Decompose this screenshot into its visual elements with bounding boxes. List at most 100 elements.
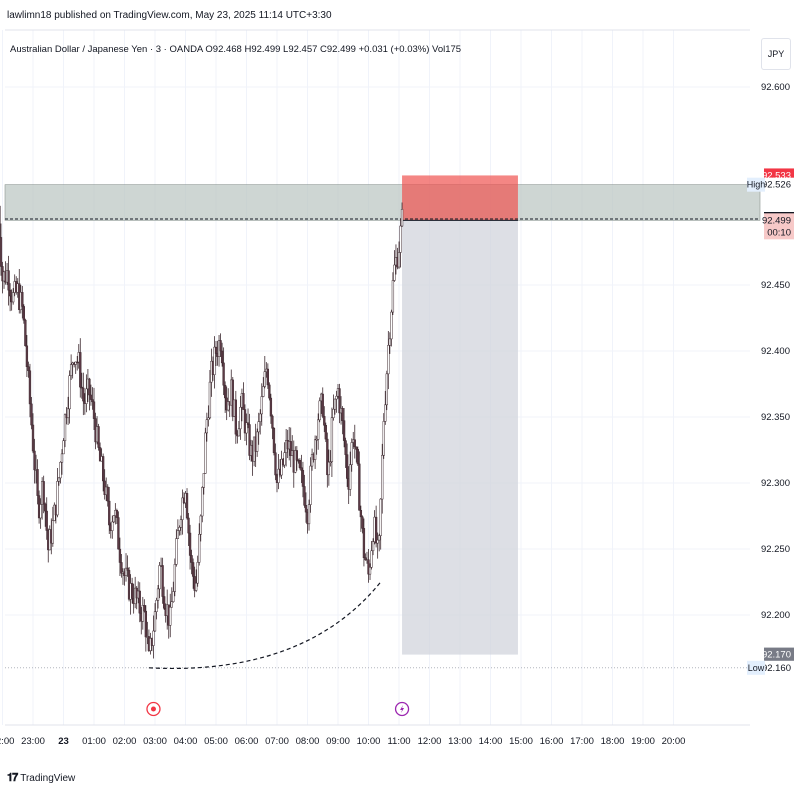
candle-body	[176, 530, 180, 539]
last-price-tag-bg	[764, 213, 794, 240]
candle-body	[257, 421, 260, 433]
candle-body	[303, 486, 306, 506]
x-axis-label: 15:00	[509, 736, 533, 747]
candle-body	[63, 414, 67, 442]
candle-body	[161, 565, 164, 597]
candle-body	[300, 467, 303, 471]
candle-body	[153, 611, 157, 632]
candle-body	[315, 439, 318, 441]
low-name-label: Low	[748, 663, 765, 673]
candle-body	[362, 528, 366, 558]
candle-body	[118, 548, 122, 563]
candle-body	[381, 455, 384, 500]
candle-body	[59, 461, 62, 479]
candle-body	[24, 319, 27, 347]
candle-body	[208, 381, 212, 419]
high-price-tag-bg	[764, 177, 794, 192]
candle-body	[60, 453, 64, 463]
x-axis-label: 12:00	[418, 736, 442, 747]
candle-body	[399, 225, 402, 253]
legend-volume: Vol175	[432, 44, 462, 55]
symbol-legend: Australian Dollar / Japanese Yen · 3 · O…	[10, 44, 461, 55]
y-axis-label: 92.600	[761, 82, 790, 93]
candle-body	[7, 270, 10, 291]
x-axis-label: 23:00	[21, 736, 45, 747]
candle-body	[237, 428, 241, 437]
candle-body	[361, 516, 364, 529]
candle-body	[359, 510, 363, 518]
candle-body	[220, 350, 224, 364]
candle-body	[76, 361, 79, 364]
candle-body	[30, 403, 33, 426]
x-axis-label: 18:00	[601, 736, 625, 747]
candle-body	[353, 439, 356, 448]
candle-body	[12, 292, 15, 303]
candle-body	[289, 441, 292, 456]
candle-body	[344, 440, 347, 455]
candle-body	[143, 605, 146, 612]
candle-body	[144, 610, 147, 638]
high-price-tag: 92.526	[762, 180, 791, 191]
x-axis-label: 16:00	[540, 736, 564, 747]
candle-body	[272, 427, 276, 454]
candle-body	[201, 487, 204, 517]
x-axis-label: 20:00	[662, 736, 686, 747]
candle-body	[234, 399, 237, 435]
candle-body	[350, 442, 353, 465]
candle-body	[391, 280, 395, 313]
candle-body	[277, 468, 280, 483]
candle-body	[368, 567, 372, 575]
y-axis-label: 92.350	[761, 412, 790, 423]
candle-body	[298, 460, 302, 468]
candle-body	[256, 431, 259, 452]
x-axis-label: 06:00	[235, 736, 259, 747]
candle-body	[321, 393, 324, 417]
candle-body	[393, 264, 396, 281]
candle-body	[309, 465, 312, 505]
candle-body	[124, 567, 128, 576]
tradingview-brand[interactable]: 𝟏𝟕 TradingView	[7, 772, 75, 785]
candle-body	[214, 346, 218, 354]
last-price-tag: 92.499	[762, 215, 791, 226]
candle-body	[370, 550, 373, 568]
candle-body	[387, 345, 390, 375]
candle-body	[268, 384, 271, 399]
candle-body	[45, 510, 48, 531]
candle-body	[358, 463, 361, 511]
candle-body	[91, 399, 94, 403]
candle-body	[198, 534, 201, 563]
stop-loss-box	[402, 175, 518, 221]
candle-body	[191, 562, 195, 577]
countdown-label: 00:10	[767, 227, 791, 238]
candle-body	[188, 532, 192, 556]
candle-body	[57, 477, 61, 482]
candle-body	[66, 408, 70, 419]
candle-body	[112, 515, 115, 523]
high-name-bg	[747, 177, 765, 192]
candle-body	[245, 422, 248, 434]
candle-body	[51, 520, 54, 544]
lightning-icon	[400, 705, 405, 713]
candle-body	[56, 481, 59, 516]
candle-body	[243, 409, 247, 434]
candle-body	[346, 454, 349, 479]
candle-body	[102, 456, 105, 482]
legend-change: +0.031 (+0.03%)	[358, 44, 430, 55]
symbol-name[interactable]: Australian Dollar / Japanese Yen · 3 · O…	[10, 44, 203, 55]
candle-body	[342, 420, 346, 441]
candle-body	[388, 338, 392, 346]
candle-body	[190, 555, 193, 563]
candle-body	[382, 421, 385, 456]
candle-body	[62, 440, 65, 455]
currency-button[interactable]: JPY	[761, 38, 791, 70]
take-profit-box	[402, 220, 518, 655]
candle-body	[28, 370, 32, 405]
candle-body	[246, 422, 250, 425]
candle-body	[329, 461, 332, 463]
candle-body	[355, 446, 358, 450]
y-axis-label: 92.400	[761, 346, 790, 357]
candle-body	[335, 395, 338, 400]
candle-body	[333, 398, 337, 410]
candle-body	[179, 519, 183, 528]
